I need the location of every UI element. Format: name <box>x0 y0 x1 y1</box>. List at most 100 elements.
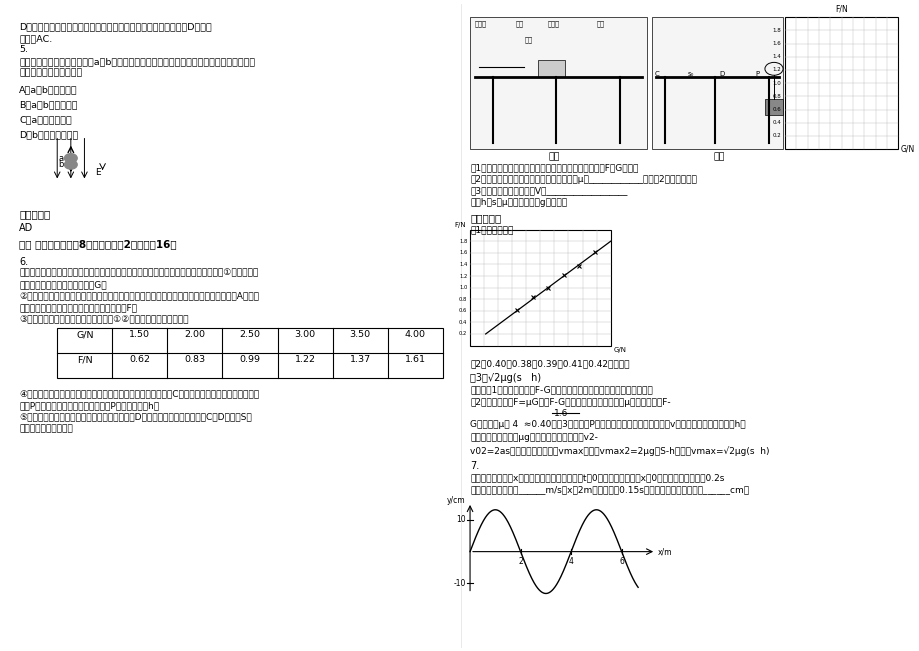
Text: A．a、b带同种电荷: A．a、b带同种电荷 <box>19 85 77 94</box>
Text: （2）由图甲可知F=μG，则F-G图象上的直线的斜率代表μ值的大小，由F-: （2）由图甲可知F=μG，则F-G图象上的直线的斜率代表μ值的大小，由F- <box>470 398 670 408</box>
Text: 7.: 7. <box>470 462 479 471</box>
Text: 1.8: 1.8 <box>459 239 467 243</box>
Text: 橡皮泥: 橡皮泥 <box>547 20 559 27</box>
Text: x/m: x/m <box>657 547 672 556</box>
Text: 3.00: 3.00 <box>294 330 315 339</box>
Text: 0.8: 0.8 <box>772 94 780 99</box>
Text: （用h、s、μ和重力加速度g表示。）: （用h、s、μ和重力加速度g表示。） <box>470 198 566 207</box>
Text: 图甲: 图甲 <box>548 152 560 161</box>
Text: F/N: F/N <box>453 222 465 228</box>
Text: a: a <box>59 154 63 163</box>
Text: 1.61: 1.61 <box>404 355 425 364</box>
Text: E: E <box>96 169 101 178</box>
Text: 2.00: 2.00 <box>184 330 205 339</box>
Text: 6.: 6. <box>19 256 28 267</box>
Text: 3.50: 3.50 <box>349 330 370 339</box>
Bar <box>651 17 782 149</box>
Bar <box>470 230 610 346</box>
Text: 1.2: 1.2 <box>459 273 467 279</box>
Text: 0.6: 0.6 <box>772 107 780 112</box>
Text: 拉动木板，等弹簧秤读数稳定后，将读数记作F；: 拉动木板，等弹簧秤读数稳定后，将读数记作F； <box>19 303 137 312</box>
Text: 1.0: 1.0 <box>772 81 780 86</box>
Text: F/N: F/N <box>834 5 847 14</box>
Text: D、杯子从最高点运动到最低点的过程中水杯先是失重，后超重，D错误；: D、杯子从最高点运动到最低点的过程中水杯先是失重，后超重，D错误； <box>19 22 211 31</box>
Text: 在竖直向下的匀强电场中，有a、b两个带电液滴，分别竖直向上和向下做匀速直线运动，液: 在竖直向下的匀强电场中，有a、b两个带电液滴，分别竖直向上和向下做匀速直线运动，… <box>19 57 255 66</box>
Text: 某实验小组利用弹簧秤和刻度尺，测量滑块在木板上运动的最大速度。实验步骤如下：①用弹簧秤测: 某实验小组利用弹簧秤和刻度尺，测量滑块在木板上运动的最大速度。实验步骤如下：①用… <box>19 268 258 277</box>
Text: s₀: s₀ <box>687 72 694 77</box>
Text: 5.: 5. <box>19 46 28 55</box>
Text: 0.6: 0.6 <box>459 309 467 313</box>
Text: B．a、b带异种电荷: B．a、b带异种电荷 <box>19 100 77 109</box>
Text: 1.50: 1.50 <box>130 330 150 339</box>
Text: 0.4: 0.4 <box>772 120 780 125</box>
Text: 解析：（1）根据描点法在F-G图象上描出各点，再连接起来，如图所示：: 解析：（1）根据描点法在F-G图象上描出各点，再连接起来，如图所示： <box>470 385 652 395</box>
Text: 木板: 木板 <box>524 36 532 43</box>
Text: ⑤滑块由静止释放后开始运动，最终停在木板上D点（未与滑轮碰撞），测量C、D间距离S。: ⑤滑块由静止释放后开始运动，最终停在木板上D点（未与滑轮碰撞），测量C、D间距离… <box>19 413 252 422</box>
Text: 4.00: 4.00 <box>404 330 425 339</box>
Text: 此后滑块做加速度为μg的匀减速运动，由公式v2-: 此后滑块做加速度为μg的匀减速运动，由公式v2- <box>470 433 597 442</box>
Text: 0.83: 0.83 <box>184 355 205 364</box>
Text: 1.6: 1.6 <box>459 251 467 255</box>
Text: 台秤: 台秤 <box>596 20 605 27</box>
Text: -10: -10 <box>453 579 465 588</box>
Text: 量橡皮泥和滑块的总重力，记作G；: 量橡皮泥和滑块的总重力，记作G； <box>19 280 107 289</box>
Text: 完成下列作图和填空：: 完成下列作图和填空： <box>19 424 73 433</box>
Text: 重物P连接，保持滑块静止，测量重物P离地面的高度h；: 重物P连接，保持滑块静止，测量重物P离地面的高度h； <box>19 401 159 410</box>
Text: G图象可知μ＝ 4  ≈0.40；（3）当重物P刚好下落到地面时，滑块的速度v最大，此时滑块的位移为h，: G图象可知μ＝ 4 ≈0.40；（3）当重物P刚好下落到地面时，滑块的速度v最大… <box>470 421 745 429</box>
Text: C．a的电势能减小: C．a的电势能减小 <box>19 115 72 124</box>
Text: 如图所示为一列沿x轴正方向传播的简谐横波在t＝0时刻的波形。已知x＝0处的质点振动周期为0.2s: 如图所示为一列沿x轴正方向传播的简谐横波在t＝0时刻的波形。已知x＝0处的质点振… <box>470 473 723 482</box>
Text: 2.50: 2.50 <box>239 330 260 339</box>
Text: 故选：AC.: 故选：AC. <box>19 34 52 43</box>
Text: F/N: F/N <box>77 355 93 364</box>
Text: D．b的重力势能增大: D．b的重力势能增大 <box>19 130 78 139</box>
Text: 10: 10 <box>456 516 465 524</box>
Text: 1.4: 1.4 <box>459 262 467 267</box>
Text: （2）0.40（0.38、0.39、0.41、0.42均正确）: （2）0.40（0.38、0.39、0.41、0.42均正确） <box>470 360 629 368</box>
Text: P: P <box>755 72 759 77</box>
Text: ④如图乙所示，将木板固定在水平桌面上，滑块置于木板上左端C处，细绳跨过定滑轮分别与滑块和: ④如图乙所示，将木板固定在水平桌面上，滑块置于木板上左端C处，细绳跨过定滑轮分别… <box>19 389 259 398</box>
Text: （3）√2μg(s   h): （3）√2μg(s h) <box>470 372 540 383</box>
Text: y/cm: y/cm <box>447 495 465 505</box>
Text: ②将装有橡皮泥的滑块放在水平木板上，通过水平细绳和固定弹簧秤相连，如图甲所示，在A端向右: ②将装有橡皮泥的滑块放在水平木板上，通过水平细绳和固定弹簧秤相连，如图甲所示，在… <box>19 292 259 301</box>
Text: 4: 4 <box>568 557 573 566</box>
Text: 2: 2 <box>517 557 522 566</box>
Text: 0.8: 0.8 <box>459 297 467 301</box>
Text: 1.4: 1.4 <box>772 54 780 59</box>
Bar <box>470 17 646 149</box>
Text: ③改变滑块上橡皮泥的质量，重复步骤①②；实验数据如下表所示：: ③改变滑块上橡皮泥的质量，重复步骤①②；实验数据如下表所示： <box>19 314 188 324</box>
Text: 二、 填空题：本题共8小题，每小题2分，共计16分: 二、 填空题：本题共8小题，每小题2分，共计16分 <box>19 240 176 249</box>
Text: （2）由图线求得滑块和木板间的动摩擦因数μ＝____________（保留2位有效数字）: （2）由图线求得滑块和木板间的动摩擦因数μ＝____________（保留2位有… <box>470 175 697 184</box>
Text: b: b <box>58 160 63 169</box>
Text: 参考答案：: 参考答案： <box>19 209 51 219</box>
Text: 图乙: 图乙 <box>713 152 724 161</box>
Text: 弹簧秤: 弹簧秤 <box>474 20 486 27</box>
Bar <box>764 99 782 115</box>
Text: 0.4: 0.4 <box>459 320 467 325</box>
Bar <box>784 17 897 149</box>
Text: 6: 6 <box>618 557 623 566</box>
Text: （1）如右图所示: （1）如右图所示 <box>470 226 513 235</box>
Text: 0.2: 0.2 <box>459 331 467 337</box>
Circle shape <box>64 160 77 169</box>
Text: 参考答案：: 参考答案： <box>470 213 501 223</box>
Text: 1.6: 1.6 <box>553 409 567 418</box>
Text: 0.62: 0.62 <box>130 355 150 364</box>
Text: （3）滑块最大速度的大小V＝__________________: （3）滑块最大速度的大小V＝__________________ <box>470 186 627 195</box>
Text: 1.2: 1.2 <box>772 68 780 72</box>
Bar <box>538 61 564 77</box>
Text: D: D <box>719 72 724 77</box>
Text: 1.37: 1.37 <box>349 355 370 364</box>
Text: 1.0: 1.0 <box>459 285 467 290</box>
Text: C: C <box>653 72 658 77</box>
Text: AD: AD <box>19 223 33 233</box>
Text: G/N: G/N <box>900 145 914 154</box>
Text: 1.22: 1.22 <box>294 355 315 364</box>
Text: v02=2as知：滑块的最大速度vmax满足：vmax2=2μg（S-h），则vmax=√2μg(s  h): v02=2as知：滑块的最大速度vmax满足：vmax2=2μg（S-h），则v… <box>470 446 768 456</box>
Circle shape <box>64 154 77 163</box>
Text: 细绳: 细绳 <box>515 20 523 27</box>
Text: ，该简谐波的波速为______m/s，x＝2m处的质点在0.15s时偏离平衡位置的位移为______cm。: ，该简谐波的波速为______m/s，x＝2m处的质点在0.15s时偏离平衡位置… <box>470 484 748 493</box>
Bar <box>57 327 442 378</box>
Text: 1.6: 1.6 <box>772 41 780 46</box>
Text: 滴间相互作用力不计。则: 滴间相互作用力不计。则 <box>19 68 83 77</box>
Text: G/N: G/N <box>76 330 94 339</box>
